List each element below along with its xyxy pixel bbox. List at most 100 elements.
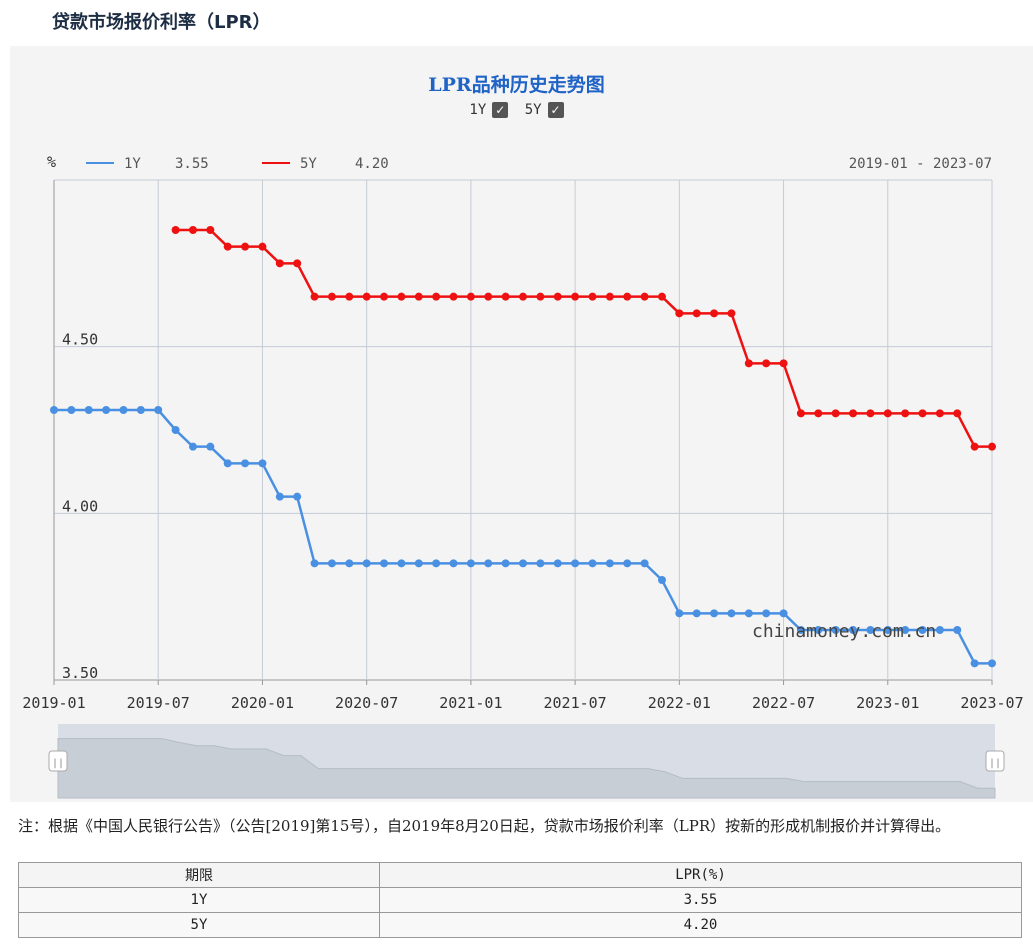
data-point-5y[interactable] [345, 292, 354, 301]
data-point-1y[interactable] [849, 626, 858, 634]
data-point-1y[interactable] [310, 559, 319, 568]
data-point-1y[interactable] [188, 442, 197, 451]
data-point-1y[interactable] [171, 426, 180, 434]
data-point-1y[interactable] [988, 659, 996, 668]
data-point-1y[interactable] [119, 406, 128, 414]
data-point-5y[interactable] [935, 409, 944, 418]
data-point-5y[interactable] [258, 242, 267, 251]
data-point-1y[interactable] [484, 559, 493, 568]
data-point-1y[interactable] [762, 609, 771, 618]
data-point-5y[interactable] [571, 292, 580, 301]
data-point-5y[interactable] [814, 409, 823, 418]
slider-handle-left[interactable] [48, 750, 68, 772]
data-point-5y[interactable] [449, 292, 458, 301]
checkbox-checked-icon[interactable]: ✓ [492, 102, 509, 118]
data-point-1y[interactable] [883, 626, 892, 634]
data-point-5y[interactable] [588, 292, 597, 301]
toggle-5y[interactable]: 5Y ✓ [525, 102, 564, 118]
data-point-1y[interactable] [466, 559, 475, 568]
data-point-5y[interactable] [796, 409, 805, 418]
data-point-1y[interactable] [345, 559, 354, 568]
data-point-1y[interactable] [380, 559, 389, 568]
data-point-1y[interactable] [571, 559, 580, 568]
data-point-1y[interactable] [362, 559, 371, 568]
data-point-5y[interactable] [293, 259, 302, 268]
data-point-5y[interactable] [883, 409, 892, 418]
data-point-5y[interactable] [762, 359, 771, 368]
data-point-5y[interactable] [362, 292, 371, 301]
data-point-5y[interactable] [988, 442, 996, 451]
toggle-1y[interactable]: 1Y ✓ [469, 102, 509, 118]
data-point-1y[interactable] [397, 559, 406, 568]
data-point-5y[interactable] [223, 242, 232, 251]
data-point-5y[interactable] [501, 292, 510, 301]
data-point-5y[interactable] [536, 292, 545, 301]
data-point-5y[interactable] [831, 409, 840, 418]
data-point-5y[interactable] [484, 292, 493, 301]
range-slider[interactable]: || || [48, 724, 1005, 799]
data-point-1y[interactable] [449, 559, 458, 568]
data-point-1y[interactable] [901, 626, 910, 634]
data-point-1y[interactable] [588, 559, 597, 568]
data-point-1y[interactable] [67, 406, 76, 414]
data-point-1y[interactable] [970, 659, 979, 668]
data-point-5y[interactable] [206, 226, 215, 234]
data-point-1y[interactable] [953, 626, 962, 634]
data-point-1y[interactable] [605, 559, 614, 568]
data-point-5y[interactable] [901, 409, 910, 418]
data-point-5y[interactable] [866, 409, 875, 418]
data-point-1y[interactable] [935, 626, 944, 634]
data-point-5y[interactable] [171, 226, 180, 234]
data-point-5y[interactable] [310, 292, 319, 301]
data-point-5y[interactable] [657, 292, 666, 301]
data-point-1y[interactable] [414, 559, 423, 568]
data-point-5y[interactable] [241, 242, 250, 251]
data-point-1y[interactable] [206, 442, 215, 451]
data-point-1y[interactable] [553, 559, 562, 568]
data-point-5y[interactable] [744, 359, 753, 368]
data-point-5y[interactable] [710, 309, 719, 318]
data-point-1y[interactable] [710, 609, 719, 618]
data-point-1y[interactable] [293, 492, 302, 501]
data-point-1y[interactable] [501, 559, 510, 568]
data-point-5y[interactable] [623, 292, 632, 301]
checkbox-checked-icon[interactable]: ✓ [547, 102, 564, 118]
data-point-5y[interactable] [727, 309, 736, 318]
data-point-1y[interactable] [327, 559, 336, 568]
data-point-1y[interactable] [727, 609, 736, 618]
data-point-1y[interactable] [519, 559, 527, 568]
data-point-1y[interactable] [432, 559, 441, 568]
data-point-1y[interactable] [675, 609, 684, 618]
data-point-1y[interactable] [814, 626, 823, 634]
data-point-1y[interactable] [744, 609, 753, 618]
data-point-5y[interactable] [519, 292, 527, 301]
data-point-5y[interactable] [188, 226, 197, 234]
data-point-1y[interactable] [831, 626, 840, 634]
data-point-5y[interactable] [432, 292, 441, 301]
data-point-1y[interactable] [102, 406, 111, 414]
data-point-5y[interactable] [675, 309, 684, 318]
data-point-5y[interactable] [414, 292, 423, 301]
data-point-5y[interactable] [779, 359, 788, 368]
data-point-1y[interactable] [50, 406, 58, 414]
data-point-1y[interactable] [657, 576, 666, 584]
data-point-5y[interactable] [605, 292, 614, 301]
data-point-1y[interactable] [84, 406, 93, 414]
data-point-5y[interactable] [397, 292, 406, 301]
data-point-1y[interactable] [866, 626, 875, 634]
data-point-1y[interactable] [623, 559, 632, 568]
data-point-5y[interactable] [275, 259, 284, 268]
data-point-5y[interactable] [640, 292, 649, 301]
data-point-5y[interactable] [970, 442, 979, 451]
data-point-5y[interactable] [849, 409, 858, 418]
data-point-5y[interactable] [466, 292, 475, 301]
data-point-5y[interactable] [953, 409, 962, 418]
data-point-5y[interactable] [327, 292, 336, 301]
data-point-1y[interactable] [918, 626, 927, 634]
data-point-1y[interactable] [779, 609, 788, 618]
data-point-1y[interactable] [275, 492, 284, 501]
data-point-1y[interactable] [692, 609, 701, 618]
data-point-1y[interactable] [536, 559, 545, 568]
data-point-1y[interactable] [223, 459, 232, 468]
data-point-5y[interactable] [553, 292, 562, 301]
